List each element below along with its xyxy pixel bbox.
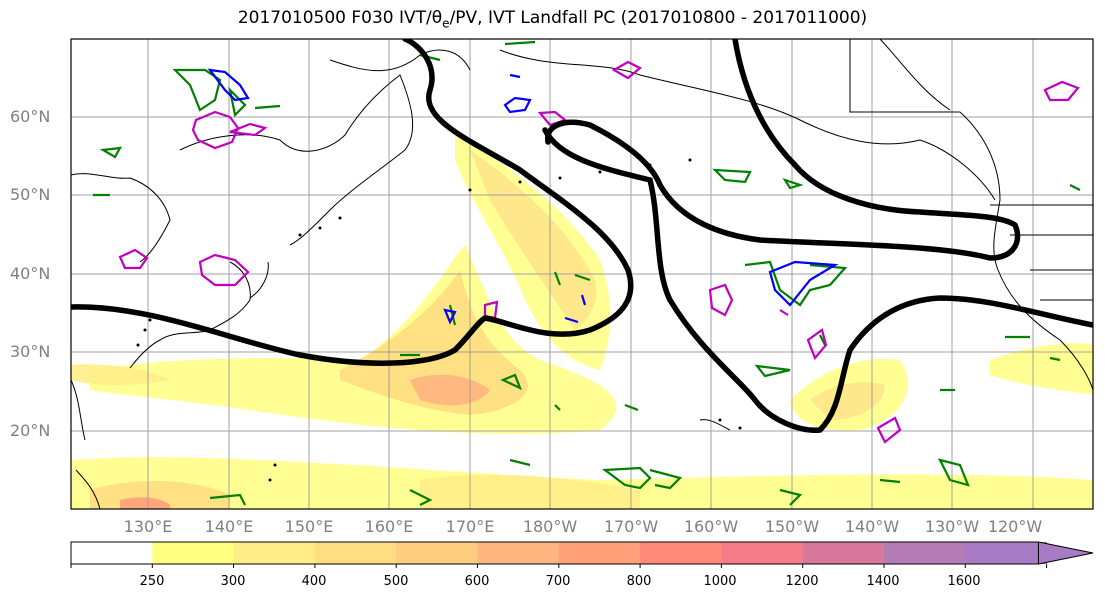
colorbar-border bbox=[70, 541, 1039, 565]
lat-label-20n: 20°N bbox=[10, 421, 51, 440]
colorbar-label: 400 bbox=[301, 574, 327, 589]
lon-label-150w: 150°W bbox=[764, 517, 820, 536]
colorbar-extend-arrow bbox=[1037, 541, 1094, 565]
ivt-landfall-contours bbox=[71, 39, 1093, 433]
lon-label-120w: 120°W bbox=[987, 517, 1043, 536]
colorbar-label: 1200 bbox=[785, 574, 819, 589]
coastlines bbox=[71, 39, 1093, 509]
colorbar-segment bbox=[640, 542, 722, 564]
colorbar-segment bbox=[558, 542, 641, 564]
theta-e-contours bbox=[93, 40, 1081, 506]
lat-label-30n: 30°N bbox=[10, 342, 51, 361]
lon-label-140w: 140°W bbox=[844, 517, 900, 536]
colorbar-label: 250 bbox=[139, 574, 165, 589]
colorbar-label: 300 bbox=[220, 574, 246, 589]
colorbar-segment bbox=[884, 542, 966, 564]
lat-label-50n: 50°N bbox=[10, 185, 51, 204]
colorbar-label: 800 bbox=[626, 574, 652, 589]
colorbar-segment bbox=[477, 542, 560, 564]
colorbar-segment bbox=[71, 542, 153, 564]
pv-magenta-contours bbox=[118, 60, 1080, 444]
lon-label-140e: 140°E bbox=[204, 517, 254, 536]
lon-label-150e: 150°E bbox=[284, 517, 334, 536]
lon-label-170w: 170°W bbox=[603, 517, 659, 536]
lat-label-60n: 60°N bbox=[10, 107, 51, 126]
colorbar-segment bbox=[233, 542, 316, 564]
colorbar bbox=[70, 541, 1094, 568]
lon-label-130e: 130°E bbox=[123, 517, 173, 536]
colorbar-segment bbox=[152, 542, 235, 564]
map-border bbox=[70, 38, 1094, 510]
lon-label-160e: 160°E bbox=[364, 517, 414, 536]
lat-label-40n: 40°N bbox=[10, 264, 51, 283]
map-title: 2017010500 F030 IVT/θe/PV, IVT Landfall … bbox=[237, 8, 868, 31]
colorbar-label: 700 bbox=[545, 574, 571, 589]
ivt-shading bbox=[71, 135, 1093, 509]
colorbar-segment bbox=[802, 542, 885, 564]
colorbar-segment bbox=[965, 542, 1048, 564]
lon-label-130w: 130°W bbox=[924, 517, 980, 536]
colorbar-segment bbox=[396, 542, 478, 564]
lon-label-170e: 170°E bbox=[445, 517, 495, 536]
colorbar-segment bbox=[314, 542, 397, 564]
lon-label-160w: 160°W bbox=[683, 517, 739, 536]
islands bbox=[136, 158, 742, 482]
colorbar-label: 1400 bbox=[866, 574, 900, 589]
lon-label-180w: 180°W bbox=[522, 517, 578, 536]
colorbar-segment bbox=[721, 542, 804, 564]
colorbar-label: 600 bbox=[464, 574, 490, 589]
colorbar-label: 500 bbox=[383, 574, 409, 589]
pv-blue-contours bbox=[207, 68, 839, 325]
colorbar-label: 1000 bbox=[703, 574, 737, 589]
colorbar-label: 1600 bbox=[947, 574, 981, 589]
